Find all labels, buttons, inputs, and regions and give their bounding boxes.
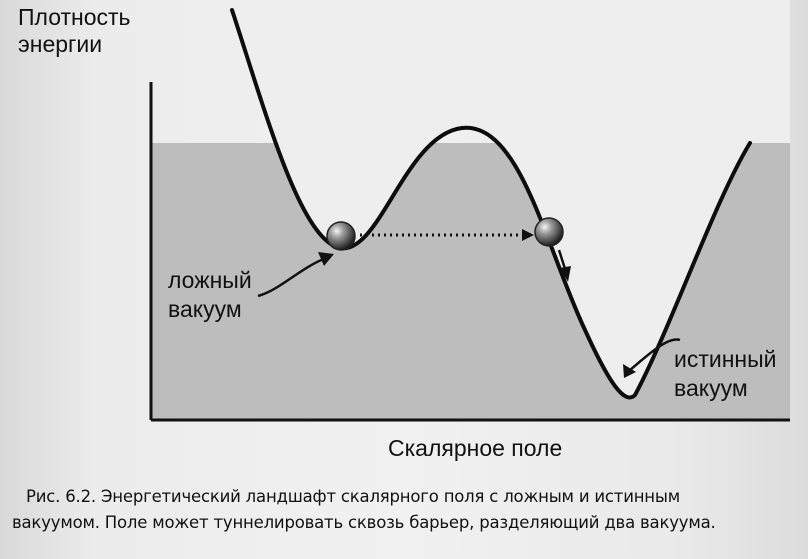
false-vacuum-ball (326, 221, 356, 251)
tunneled-ball (534, 217, 564, 247)
energy-curve (230, 8, 752, 400)
false-vacuum-label-line1: ложный (168, 267, 252, 293)
rolling-arrowhead (560, 266, 571, 282)
true-vacuum-label-line2: вакуум (674, 375, 748, 401)
true-vacuum-label-line1: истинный (674, 346, 777, 372)
true-vacuum-pointer (629, 338, 681, 371)
false-vacuum-pointer (257, 256, 327, 298)
caption-line-1: Рис. 6.2. Энергетический ландшафт скаляр… (26, 487, 680, 506)
y-axis-label-line2: энергии (18, 31, 102, 57)
false-vacuum-label-line2: вакуум (168, 296, 242, 322)
energy-landscape-diagram: Плотность энергии ложный вакуум истинный… (18, 0, 790, 461)
y-axis-label-line1: Плотность (18, 4, 131, 30)
figure-caption: Рис. 6.2. Энергетический ландшафт скаляр… (12, 484, 801, 536)
area-above-curve (232, 0, 790, 398)
x-axis-label: Скалярное поле (388, 435, 562, 461)
caption-line-2: вакуумом. Поле может туннелировать сквоз… (12, 513, 716, 532)
false-vacuum-pointer-head (318, 252, 334, 266)
tunneling-arrowhead (522, 229, 534, 241)
true-vacuum-pointer-head (623, 364, 636, 378)
